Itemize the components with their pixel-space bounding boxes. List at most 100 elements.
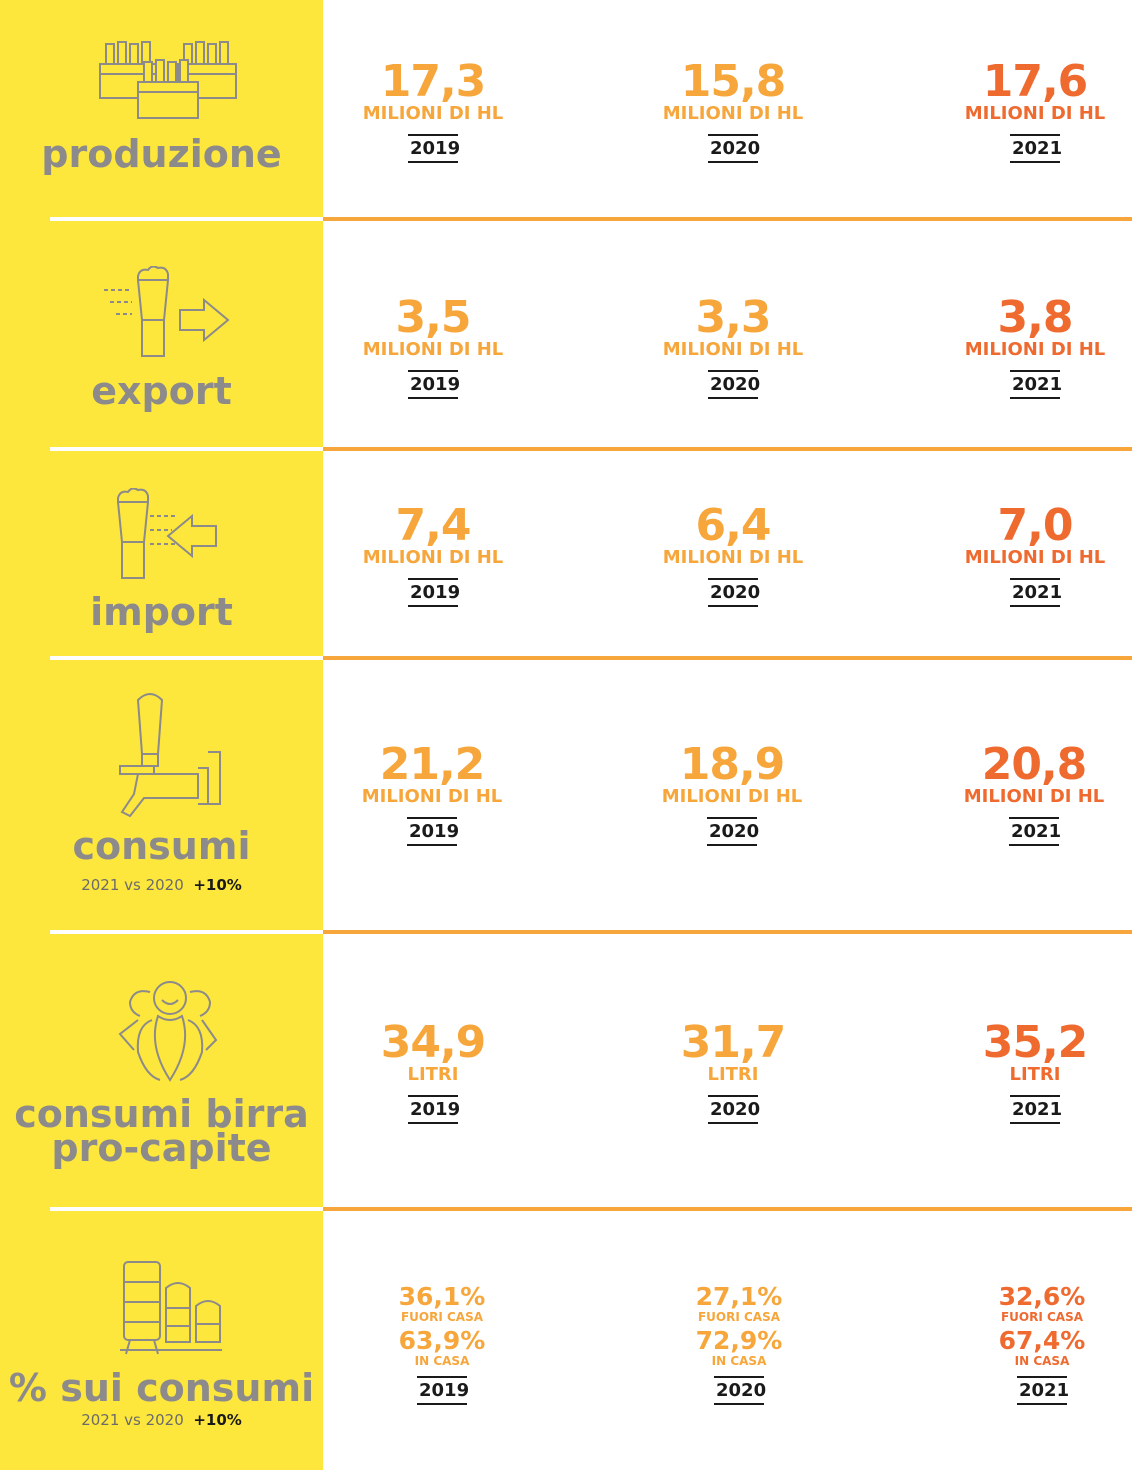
beer-tap-icon [116,690,226,820]
value: 7,0 [997,500,1074,551]
divider [50,447,323,451]
value: 6,4 [695,500,772,551]
fuori-label: FUORI CASA [697,1310,781,1324]
unit: MILIONI DI HL [361,786,503,807]
label-import: import [90,590,233,634]
export-2019: 3,5 MILIONI DI HL 2019 [323,296,543,399]
fuori-label: FUORI CASA [400,1310,484,1324]
year: 2019 [417,1376,469,1405]
divider [50,1207,323,1211]
casa-value: 67,4% [998,1326,1086,1355]
produzione-2020: 15,8 MILIONI DI HL 2020 [623,60,843,163]
produzione-2019: 17,3 MILIONI DI HL 2019 [323,60,543,163]
import-2021: 7,0 MILIONI DI HL 2021 [925,504,1132,607]
year: 2019 [408,1095,460,1124]
beer-glass-arrow-in-icon [112,488,224,584]
beer-crates-icon [96,36,240,120]
divider [50,930,323,934]
year: 2020 [707,817,759,846]
year: 2021 [1017,1376,1069,1405]
value: 18,9 [679,739,786,790]
year: 2021 [1010,578,1062,607]
fuori-label: FUORI CASA [1000,1310,1084,1324]
value: 3,8 [997,292,1074,343]
unit: MILIONI DI HL [362,103,504,124]
unit: MILIONI DI HL [362,339,504,360]
import-2019: 7,4 MILIONI DI HL 2019 [323,504,543,607]
year: 2021 [1010,370,1062,399]
consumi-2020: 18,9 MILIONI DI HL 2020 [622,743,842,846]
divider [50,656,323,660]
year: 2020 [708,370,760,399]
unit: MILIONI DI HL [662,339,804,360]
divider [323,447,1132,451]
year: 2020 [708,578,760,607]
comparison-change: +10% [193,1411,242,1429]
fuori-value: 36,1% [398,1282,486,1311]
comparison-label: 2021 vs 2020 [81,876,184,894]
label-procapite-line1: consumi birra [14,1092,309,1136]
divider [323,217,1132,221]
year: 2021 [1010,1095,1062,1124]
percentuali-comparison: 2021 vs 2020 +10% [0,1411,323,1429]
year: 2019 [407,817,459,846]
beer-kegs-icon [118,1258,224,1358]
people-group-icon [112,980,222,1082]
year: 2019 [408,134,460,163]
value: 17,6 [982,56,1089,107]
label-produzione: produzione [41,132,282,176]
produzione-2021: 17,6 MILIONI DI HL 2021 [925,60,1132,163]
unit: LITRI [407,1064,459,1085]
casa-value: 63,9% [398,1326,486,1355]
unit: MILIONI DI HL [662,103,804,124]
fuori-value: 32,6% [998,1282,1086,1311]
label-procapite-line2: pro-capite [51,1126,272,1170]
sidebar-panel [0,0,323,1470]
value: 3,3 [695,292,772,343]
unit: MILIONI DI HL [964,103,1106,124]
unit: MILIONI DI HL [661,786,803,807]
unit: MILIONI DI HL [964,339,1106,360]
year: 2020 [708,1095,760,1124]
consumi-comparison: 2021 vs 2020 +10% [0,876,323,894]
value: 31,7 [680,1017,787,1068]
divider [323,930,1132,934]
unit: MILIONI DI HL [362,547,504,568]
comparison-change: +10% [193,876,242,894]
casa-value: 72,9% [695,1326,783,1355]
fuori-value: 27,1% [695,1282,783,1311]
label-export: export [91,369,232,413]
procapite-2020: 31,7 LITRI 2020 [623,1021,843,1124]
casa-label: IN CASA [414,1354,470,1368]
year: 2020 [714,1376,766,1405]
casa-label: IN CASA [1014,1354,1070,1368]
value: 35,2 [982,1017,1089,1068]
unit: LITRI [1009,1064,1061,1085]
percentuali-2019: 36,1% FUORI CASA 63,9% IN CASA 2019 [332,1284,552,1405]
value: 15,8 [680,56,787,107]
casa-label: IN CASA [711,1354,767,1368]
import-2020: 6,4 MILIONI DI HL 2020 [623,504,843,607]
year: 2019 [408,370,460,399]
comparison-label: 2021 vs 2020 [81,1411,184,1429]
procapite-2019: 34,9 LITRI 2019 [323,1021,543,1124]
unit: MILIONI DI HL [662,547,804,568]
year: 2019 [408,578,460,607]
beer-glass-arrow-out-icon [102,266,232,362]
export-2021: 3,8 MILIONI DI HL 2021 [925,296,1132,399]
label-percentuali: % sui consumi [8,1366,315,1410]
year: 2021 [1010,134,1062,163]
percentuali-2020: 27,1% FUORI CASA 72,9% IN CASA 2020 [629,1284,849,1405]
divider [323,656,1132,660]
procapite-2021: 35,2 LITRI 2021 [925,1021,1132,1124]
unit: MILIONI DI HL [964,547,1106,568]
divider [50,217,323,221]
unit: LITRI [707,1064,759,1085]
consumi-2019: 21,2 MILIONI DI HL 2019 [322,743,542,846]
value: 7,4 [395,500,472,551]
value: 17,3 [380,56,487,107]
year: 2020 [708,134,760,163]
label-consumi: consumi [72,824,251,868]
value: 34,9 [380,1017,487,1068]
percentuali-2021: 32,6% FUORI CASA 67,4% IN CASA 2021 [932,1284,1132,1405]
